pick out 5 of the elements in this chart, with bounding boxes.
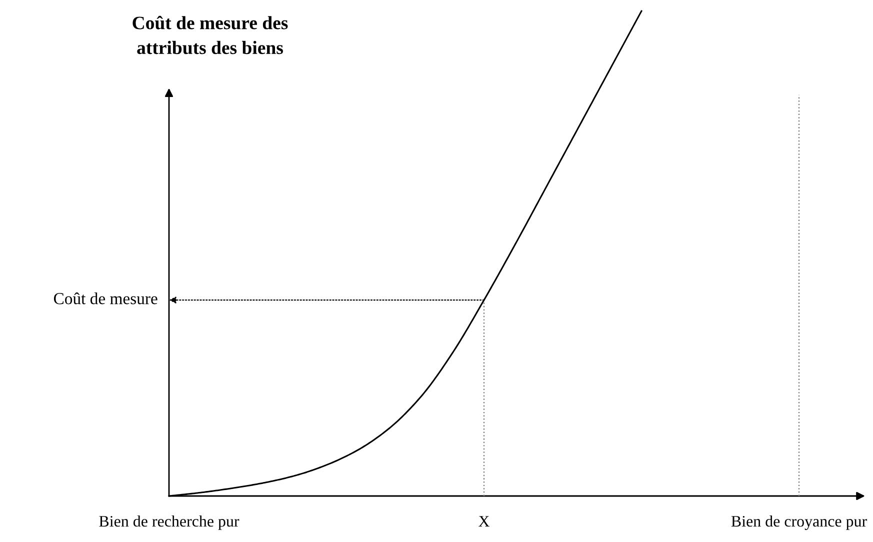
annotation: Coût de mesure — [54, 292, 158, 304]
x-tick-label: Bien de recherche pur — [99, 515, 240, 530]
y-axis-title: Coût de mesure des attributs des biens — [132, 16, 288, 54]
x-tick-label: Bien de croyance pur — [731, 515, 867, 530]
x-tick-label: X — [478, 516, 490, 527]
